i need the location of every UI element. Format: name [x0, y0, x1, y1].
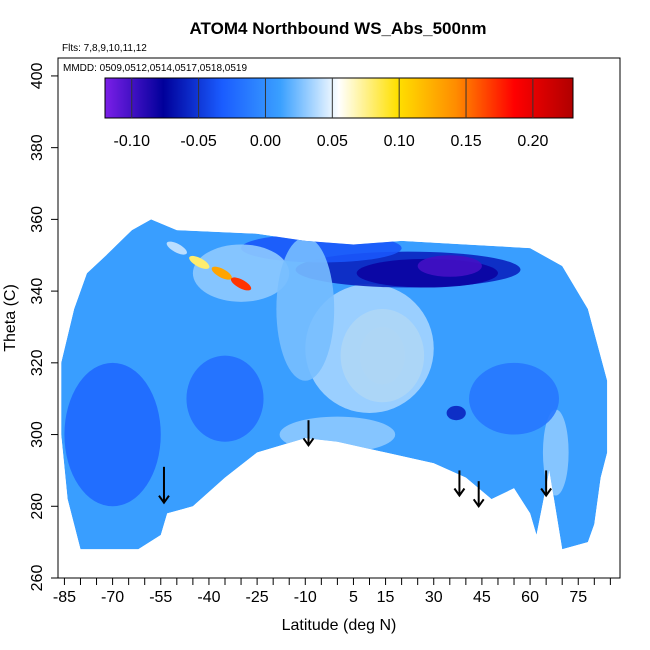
x-tick-label: -55: [149, 589, 172, 606]
x-axis-label: Latitude (deg N): [282, 617, 397, 634]
y-tick-label: 320: [29, 349, 46, 376]
date-annotation: MMDD: 0509,0512,0514,0517,0518,0519: [63, 63, 247, 74]
colorbar-tick-label: 0.20: [517, 133, 548, 150]
x-tick-label: 60: [521, 589, 539, 606]
y-axis-label: Theta (C): [2, 284, 19, 352]
x-tick-label: -85: [53, 589, 76, 606]
x-tick-label: 45: [473, 589, 491, 606]
arrow-down-icon: [302, 420, 315, 448]
arrow-down-icon: [453, 470, 466, 498]
field-feature-8: [276, 237, 335, 381]
y-tick-label: 280: [29, 493, 46, 520]
field-feature-7: [192, 244, 290, 302]
y-tick-label: 380: [29, 134, 46, 161]
contour-field: [61, 219, 608, 550]
x-axis: -85 -70 -55 -40 -25 -10 5 15 30 45 60 75: [53, 578, 611, 606]
colorbar-bar: [104, 77, 574, 119]
y-tick-label: 300: [29, 421, 46, 448]
x-tick-label: -25: [246, 589, 269, 606]
streak-segment-0: [166, 241, 187, 255]
colorbar-tick-label: 0.15: [450, 133, 481, 150]
field-feature-13: [186, 355, 264, 442]
y-tick-label: 360: [29, 206, 46, 233]
y-axis: 260 280 300 320 340 360 380 400: [29, 62, 58, 591]
x-tick-label: -10: [294, 589, 317, 606]
colorbar: -0.10 -0.05 0.00 0.05 0.10 0.15 0.20: [104, 77, 574, 150]
field-feature-9: [446, 405, 466, 421]
x-tick-label: -70: [101, 589, 124, 606]
x-tick-label: 75: [569, 589, 587, 606]
plot-frame: [57, 57, 621, 579]
flight-arrows: [158, 420, 552, 508]
arrow-down-icon: [540, 470, 552, 498]
field-feature-12: [64, 362, 161, 507]
arrow-down-icon: [472, 481, 485, 508]
x-tick-label: 5: [349, 589, 358, 606]
colorbar-tick-label: -0.05: [180, 133, 217, 150]
colorbar-tick-label: -0.10: [114, 133, 151, 150]
x-tick-label: 30: [425, 589, 443, 606]
y-tick-label: 340: [29, 278, 46, 305]
field-feature-5: [417, 255, 482, 277]
x-tick-label: -40: [197, 589, 220, 606]
x-tick-label: 15: [377, 589, 395, 606]
streak-segment-3: [230, 277, 252, 291]
colorbar-tick-label: 0.05: [317, 133, 348, 150]
flights-label: Flts: 7,8,9,10,11,12: [62, 43, 147, 54]
y-tick-label: 260: [29, 565, 46, 592]
colorbar-tick-label: 0.00: [250, 133, 281, 150]
field-feature-10: [279, 416, 396, 453]
field-feature-14: [469, 362, 559, 435]
colorbar-tick-label: 0.10: [384, 133, 415, 150]
arrow-down-icon: [158, 466, 170, 505]
y-tick-label: 400: [29, 62, 46, 89]
streak-segment-2: [211, 266, 232, 280]
chart-title: ATOM4 Northbound WS_Abs_500nm: [190, 19, 487, 38]
streak-segment-1: [189, 255, 210, 269]
field-feature-2: [305, 283, 434, 414]
